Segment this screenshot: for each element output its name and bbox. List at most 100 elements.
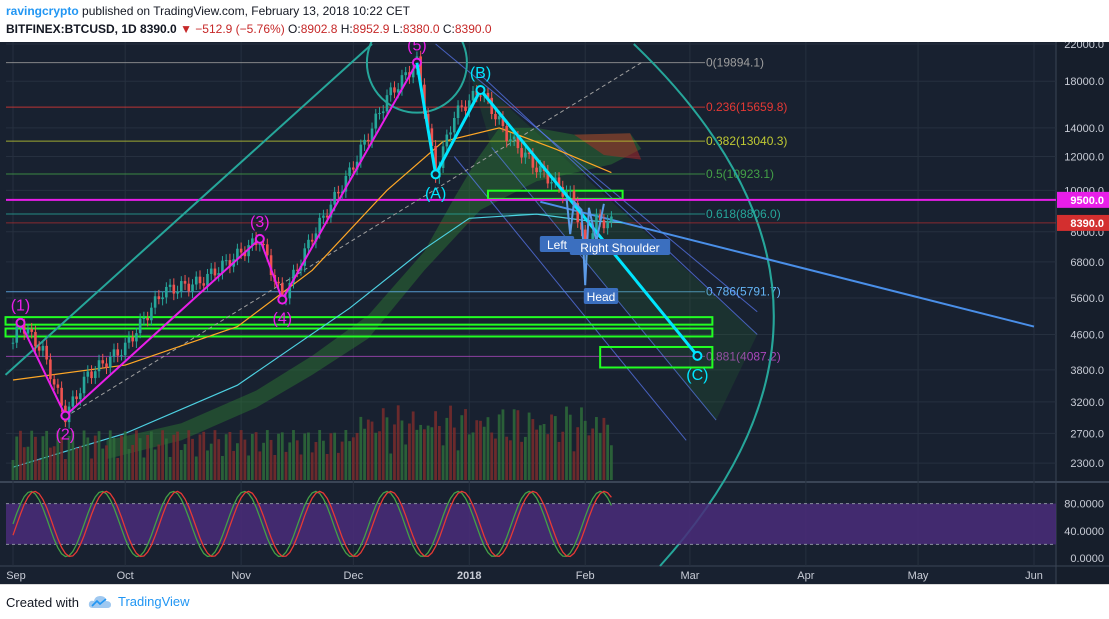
candle-body <box>277 281 280 284</box>
candle-body <box>524 152 527 158</box>
volume-bar <box>393 424 396 480</box>
volume-bars <box>11 405 613 480</box>
volume-bar <box>213 430 217 480</box>
volume-bar <box>198 434 202 480</box>
volume-bar <box>535 429 538 480</box>
volume-bar <box>105 445 108 480</box>
target-box <box>599 345 714 369</box>
price-chart[interactable]: 0(19894.1) 0.236(15659.8) 0.382(13040.3) 0.… <box>0 42 1109 584</box>
volume-bar <box>288 442 292 480</box>
volume-bar <box>15 436 19 480</box>
volume-bar <box>258 451 262 480</box>
impulse-wave-label: (2) <box>56 427 76 444</box>
volume-bar <box>295 440 299 480</box>
volume-bar <box>404 444 408 480</box>
candle-body <box>120 355 123 357</box>
volume-bar <box>183 444 187 480</box>
volume-bar <box>322 440 325 480</box>
price-label: 8390.0 <box>1070 218 1104 230</box>
oscillator-tick-label: 80.0000 <box>1064 499 1104 511</box>
candle-body <box>236 248 239 260</box>
tradingview-cloud-icon <box>88 595 111 608</box>
candle-body <box>568 190 572 192</box>
volume-bar <box>67 435 71 480</box>
volume-bar <box>557 441 561 480</box>
candle-body <box>385 95 389 112</box>
candle-body <box>325 215 329 218</box>
candle-body <box>512 136 516 140</box>
volume-bar <box>63 458 67 480</box>
volume-bar <box>164 438 168 480</box>
volume-bar <box>56 430 60 480</box>
candle-body <box>602 220 606 229</box>
author-name[interactable]: ravingcrypto <box>6 4 79 18</box>
volume-bar <box>75 448 78 480</box>
volume-bar <box>277 433 280 480</box>
volume-bar <box>565 406 568 480</box>
price-tick-label: 3800.0 <box>1070 365 1104 377</box>
candle-body <box>389 87 393 96</box>
volume-bar <box>217 439 221 480</box>
candle-body <box>434 145 437 178</box>
volume-bar <box>415 429 419 480</box>
volume-bar <box>497 414 501 480</box>
candle-body <box>187 283 191 292</box>
volume-bar <box>48 447 52 480</box>
candle-body <box>520 148 523 158</box>
candle-body <box>531 153 535 168</box>
candle-body <box>539 165 542 173</box>
volume-bar <box>303 433 307 480</box>
time-tick-label: Nov <box>231 570 251 582</box>
tradingview-link[interactable]: TradingView <box>88 594 190 609</box>
impulse-wave-label: (5) <box>407 42 427 55</box>
wave-point <box>60 410 71 421</box>
candle-body <box>396 89 400 93</box>
candle-body <box>41 345 45 351</box>
volume-bar <box>475 420 479 480</box>
published-text: published on TradingView.com, February 1… <box>82 4 411 18</box>
volume-bar <box>273 454 277 480</box>
volume-bar <box>314 442 318 480</box>
volume-bar <box>239 430 243 480</box>
volume-bar <box>385 417 389 480</box>
candle-body <box>295 269 299 271</box>
volume-bar <box>284 451 288 480</box>
candle-body <box>404 72 407 76</box>
volume-bar <box>123 431 127 480</box>
volume-bar <box>538 425 542 480</box>
corrective-wave-label: (A) <box>425 185 446 202</box>
ohlc-open: O:8902.8 <box>288 22 338 36</box>
volume-bar <box>471 432 475 480</box>
volume-bar <box>419 424 423 480</box>
volume-bar <box>157 444 161 480</box>
volume-bar <box>176 431 179 480</box>
wave-point <box>15 317 26 328</box>
candle-body <box>101 360 105 364</box>
volume-bar <box>34 436 37 480</box>
candle-body <box>344 175 348 192</box>
time-tick-label: Apr <box>797 570 814 582</box>
volume-bar <box>602 417 606 480</box>
rising-trendline <box>4 43 373 376</box>
volume-bar <box>553 416 557 480</box>
volume-bar <box>206 450 209 480</box>
volume-bar <box>232 450 236 480</box>
volume-bar <box>340 441 344 480</box>
candle-body <box>583 229 587 248</box>
volume-bar <box>60 437 64 480</box>
price-tick-label: 18000.0 <box>1064 76 1104 88</box>
volume-bar <box>512 409 516 480</box>
candle-body <box>352 167 355 170</box>
volume-bar <box>595 417 598 480</box>
candle-body <box>333 191 336 205</box>
footer: Created with TradingView <box>0 584 1109 619</box>
volume-bar <box>161 430 164 480</box>
candle-body <box>153 296 157 308</box>
volume-bar <box>445 417 449 480</box>
fib-label: 0(19894.1) <box>706 56 764 70</box>
candle-body <box>557 177 561 188</box>
candle-body <box>243 252 247 257</box>
volume-bar <box>422 429 426 480</box>
candle-body <box>60 387 63 406</box>
volume-bar <box>408 423 411 480</box>
